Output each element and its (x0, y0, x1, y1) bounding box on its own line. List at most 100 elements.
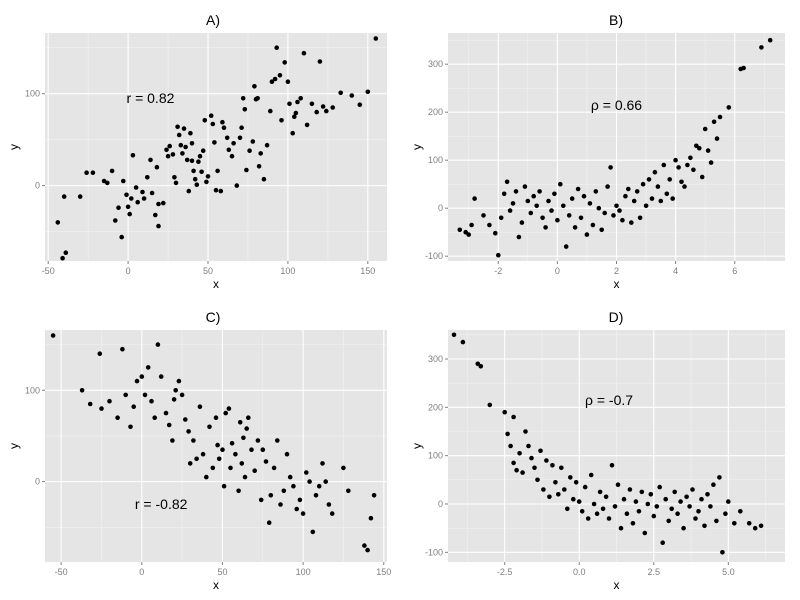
data-point (681, 525, 686, 531)
x-tick-label: 150 (376, 567, 391, 577)
data-point (99, 406, 104, 411)
data-point (187, 461, 193, 466)
data-point (550, 463, 555, 468)
data-point (572, 225, 578, 230)
data-point (268, 493, 274, 498)
x-tick-label: 100 (296, 567, 311, 577)
data-point (173, 180, 179, 186)
data-point (605, 184, 610, 189)
data-point (717, 114, 723, 120)
data-point (661, 162, 667, 168)
data-point (134, 378, 140, 384)
data-point (648, 492, 654, 497)
data-point (553, 480, 558, 485)
data-point (221, 483, 227, 489)
data-point (149, 190, 155, 196)
data-point (116, 205, 121, 210)
data-point (176, 132, 182, 138)
data-point (329, 511, 335, 516)
data-point (614, 203, 619, 209)
data-point (525, 198, 531, 204)
data-point (175, 124, 180, 130)
data-point (579, 509, 585, 514)
data-point (624, 511, 630, 516)
data-point (226, 406, 232, 411)
data-point (585, 516, 591, 521)
data-point (599, 227, 604, 233)
data-point (109, 168, 115, 174)
data-point (189, 141, 195, 146)
data-point (153, 212, 158, 218)
data-point (127, 211, 132, 217)
data-point (186, 188, 192, 194)
data-point (107, 398, 112, 404)
data-point (323, 479, 329, 484)
data-point (84, 170, 89, 175)
data-point (537, 189, 542, 194)
data-point (673, 157, 678, 163)
data-point (290, 130, 296, 136)
data-point (723, 511, 728, 516)
data-point (269, 79, 275, 84)
data-point (178, 142, 184, 148)
data-point (746, 521, 752, 526)
data-point (571, 496, 576, 502)
data-point (697, 145, 702, 151)
data-point (231, 141, 236, 146)
data-point (675, 511, 680, 516)
data-point (630, 521, 636, 526)
data-point (654, 504, 660, 509)
data-point (181, 126, 187, 131)
data-point (717, 475, 722, 480)
data-point (244, 167, 249, 173)
data-point (123, 392, 128, 398)
data-point (282, 60, 288, 65)
data-point (133, 185, 139, 190)
data-point (249, 447, 254, 453)
data-point (233, 451, 238, 457)
data-point (220, 119, 225, 125)
data-point (575, 186, 581, 192)
panel-title: A) (206, 12, 220, 28)
x-tick-label: -2.5 (497, 567, 513, 577)
data-point (688, 155, 693, 161)
data-point (502, 409, 508, 415)
data-point (588, 472, 594, 478)
data-point (546, 198, 551, 204)
data-point (663, 496, 668, 502)
data-point (179, 392, 185, 398)
data-point (758, 523, 764, 529)
data-point (711, 119, 717, 125)
data-point (281, 488, 287, 494)
x-tick-label: 100 (280, 266, 295, 276)
x-tick-label: 2 (614, 266, 619, 276)
data-point (582, 484, 588, 490)
y-tick-label: 200 (428, 107, 443, 117)
data-point (528, 210, 534, 216)
data-point (451, 332, 457, 338)
data-point (60, 255, 65, 261)
data-point (113, 218, 118, 223)
data-point (55, 220, 61, 225)
data-point (535, 477, 540, 483)
data-point (239, 125, 244, 130)
data-point (623, 193, 628, 199)
data-point (310, 529, 316, 535)
y-tick-label: 100 (25, 385, 40, 395)
data-point (192, 176, 198, 182)
data-point (261, 176, 267, 182)
data-point (247, 148, 252, 153)
data-point (552, 191, 557, 197)
data-point (300, 511, 306, 516)
data-point (544, 458, 549, 463)
data-point (594, 511, 600, 516)
data-point (611, 213, 616, 218)
data-point (501, 191, 507, 197)
data-point (202, 118, 208, 123)
data-point (124, 192, 129, 198)
data-point (556, 492, 561, 497)
panel-title: D) (609, 309, 624, 325)
data-point (194, 182, 200, 187)
data-point (237, 135, 243, 141)
data-point (341, 465, 346, 471)
